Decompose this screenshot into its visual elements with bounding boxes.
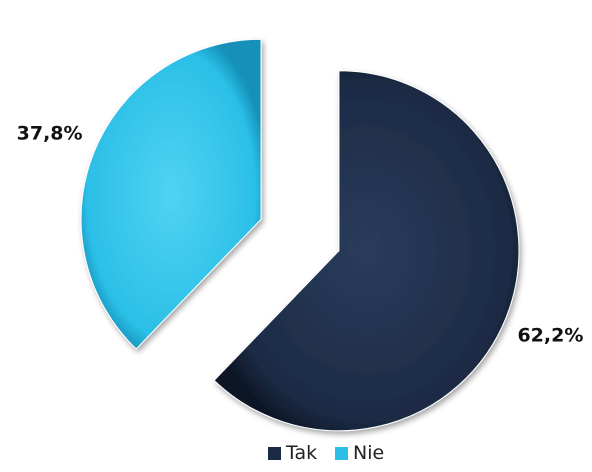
pie-slice-tak <box>213 70 520 432</box>
legend-label-nie: Nie <box>353 442 384 464</box>
legend-swatch-nie <box>335 447 348 460</box>
data-label-nie: 37,8% <box>17 123 83 145</box>
legend-label-tak: Tak <box>285 442 317 464</box>
pie-slice-nie <box>80 38 262 350</box>
legend-swatch-tak <box>268 447 281 460</box>
data-label-tak: 62,2% <box>517 324 583 346</box>
